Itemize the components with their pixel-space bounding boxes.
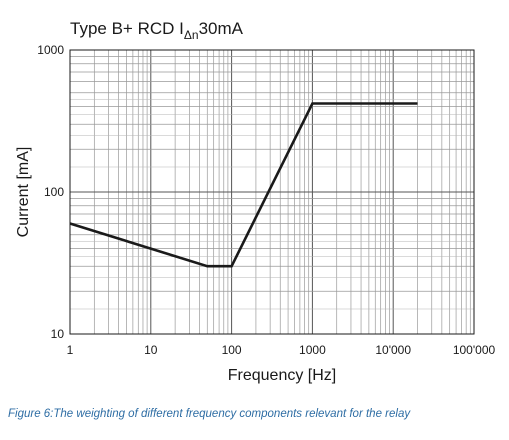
figure-caption: Figure 6:The weighting of different freq… xyxy=(8,408,411,420)
x-tick-label: 1000 xyxy=(299,343,326,357)
series-group xyxy=(69,102,418,268)
y-axis-label: Current [mA] xyxy=(15,147,32,238)
plot-frame xyxy=(69,49,475,335)
x-tick-label: 1 xyxy=(67,343,74,357)
chart-title: Type B+ RCD IΔn30mA xyxy=(70,19,244,42)
x-axis-label: Frequency [Hz] xyxy=(228,367,336,384)
y-tick-label: 100 xyxy=(44,185,64,199)
y-tick-label: 1000 xyxy=(37,43,64,57)
x-tick-label: 10 xyxy=(144,343,158,357)
x-tick-label: 100 xyxy=(222,343,242,357)
y-tick-label: 10 xyxy=(51,327,65,341)
x-tick-label: 10'000 xyxy=(375,343,411,357)
x-tick-label: 100'000 xyxy=(453,343,496,357)
grid xyxy=(69,50,474,335)
y-axis: 10 100 1000 xyxy=(37,43,64,341)
x-axis: 1 10 100 1000 10'000 100'000 xyxy=(67,343,496,357)
series-line xyxy=(69,102,418,268)
